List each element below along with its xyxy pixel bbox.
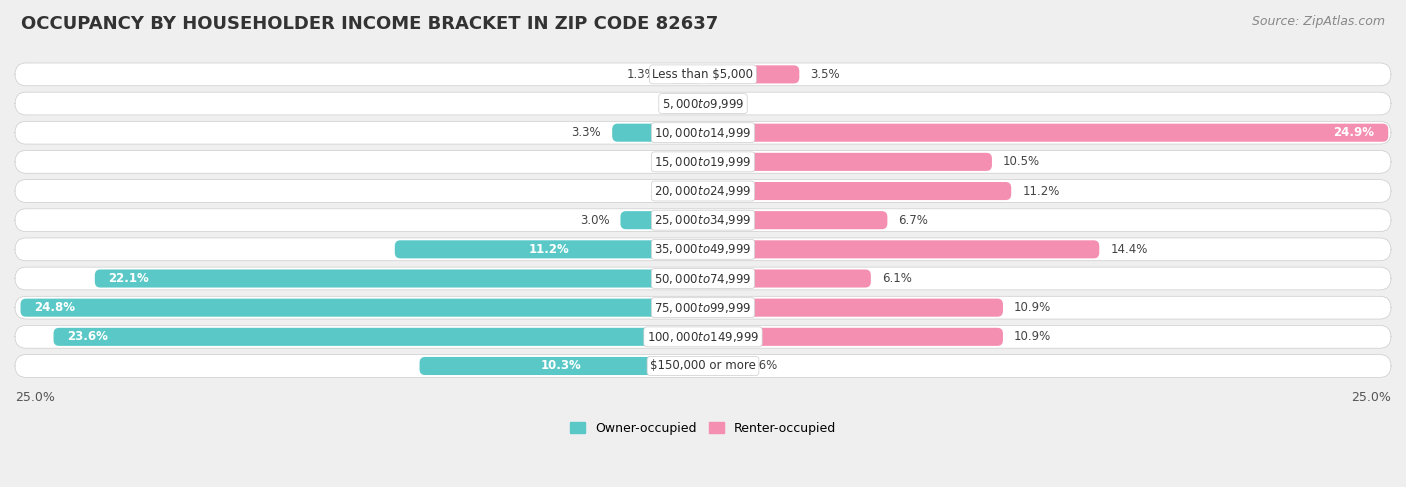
FancyBboxPatch shape <box>21 299 703 317</box>
FancyBboxPatch shape <box>703 211 887 229</box>
Text: $150,000 or more: $150,000 or more <box>650 359 756 373</box>
Text: $35,000 to $49,999: $35,000 to $49,999 <box>654 243 752 256</box>
Text: 0.4%: 0.4% <box>651 185 681 198</box>
Text: 24.8%: 24.8% <box>34 301 76 314</box>
Text: Less than $5,000: Less than $5,000 <box>652 68 754 81</box>
Text: 3.5%: 3.5% <box>810 68 839 81</box>
FancyBboxPatch shape <box>94 269 703 287</box>
Text: 0.96%: 0.96% <box>741 359 778 373</box>
FancyBboxPatch shape <box>15 355 1391 377</box>
FancyBboxPatch shape <box>15 267 1391 290</box>
FancyBboxPatch shape <box>703 124 1388 142</box>
Text: 6.7%: 6.7% <box>898 214 928 226</box>
FancyBboxPatch shape <box>395 240 703 259</box>
Text: 24.9%: 24.9% <box>1333 126 1375 139</box>
Text: Source: ZipAtlas.com: Source: ZipAtlas.com <box>1251 15 1385 28</box>
FancyBboxPatch shape <box>53 328 703 346</box>
FancyBboxPatch shape <box>15 209 1391 231</box>
FancyBboxPatch shape <box>15 63 1391 86</box>
Text: OCCUPANCY BY HOUSEHOLDER INCOME BRACKET IN ZIP CODE 82637: OCCUPANCY BY HOUSEHOLDER INCOME BRACKET … <box>21 15 718 33</box>
FancyBboxPatch shape <box>703 182 1011 200</box>
FancyBboxPatch shape <box>703 328 1002 346</box>
FancyBboxPatch shape <box>703 240 1099 259</box>
FancyBboxPatch shape <box>703 65 800 83</box>
Text: 10.9%: 10.9% <box>1014 301 1052 314</box>
FancyBboxPatch shape <box>15 180 1391 203</box>
Text: 23.6%: 23.6% <box>67 330 108 343</box>
FancyBboxPatch shape <box>419 357 703 375</box>
Text: $75,000 to $99,999: $75,000 to $99,999 <box>654 300 752 315</box>
Text: 10.3%: 10.3% <box>541 359 582 373</box>
Legend: Owner-occupied, Renter-occupied: Owner-occupied, Renter-occupied <box>565 417 841 440</box>
FancyBboxPatch shape <box>703 269 870 287</box>
Text: $100,000 to $149,999: $100,000 to $149,999 <box>647 330 759 344</box>
Text: 0.0%: 0.0% <box>662 97 692 110</box>
FancyBboxPatch shape <box>703 299 1002 317</box>
FancyBboxPatch shape <box>15 121 1391 144</box>
Text: $5,000 to $9,999: $5,000 to $9,999 <box>662 96 744 111</box>
Text: 14.4%: 14.4% <box>1111 243 1147 256</box>
Text: 6.1%: 6.1% <box>882 272 911 285</box>
FancyBboxPatch shape <box>692 182 703 200</box>
Text: 1.3%: 1.3% <box>627 68 657 81</box>
Text: 10.5%: 10.5% <box>1002 155 1040 169</box>
Text: 11.2%: 11.2% <box>1022 185 1060 198</box>
FancyBboxPatch shape <box>668 65 703 83</box>
Text: 25.0%: 25.0% <box>15 391 55 404</box>
FancyBboxPatch shape <box>703 153 993 171</box>
FancyBboxPatch shape <box>15 325 1391 348</box>
FancyBboxPatch shape <box>15 238 1391 261</box>
Text: $50,000 to $74,999: $50,000 to $74,999 <box>654 272 752 285</box>
Text: 11.2%: 11.2% <box>529 243 569 256</box>
Text: 10.9%: 10.9% <box>1014 330 1052 343</box>
FancyBboxPatch shape <box>620 211 703 229</box>
FancyBboxPatch shape <box>612 124 703 142</box>
Text: 0.0%: 0.0% <box>662 155 692 169</box>
Text: $10,000 to $14,999: $10,000 to $14,999 <box>654 126 752 140</box>
Text: 25.0%: 25.0% <box>1351 391 1391 404</box>
Text: 3.0%: 3.0% <box>579 214 609 226</box>
FancyBboxPatch shape <box>15 150 1391 173</box>
FancyBboxPatch shape <box>15 92 1391 115</box>
Text: 3.3%: 3.3% <box>572 126 602 139</box>
FancyBboxPatch shape <box>15 296 1391 319</box>
Text: $15,000 to $19,999: $15,000 to $19,999 <box>654 155 752 169</box>
Text: $25,000 to $34,999: $25,000 to $34,999 <box>654 213 752 227</box>
FancyBboxPatch shape <box>703 357 730 375</box>
Text: $20,000 to $24,999: $20,000 to $24,999 <box>654 184 752 198</box>
Text: 0.0%: 0.0% <box>714 97 744 110</box>
Text: 22.1%: 22.1% <box>108 272 149 285</box>
